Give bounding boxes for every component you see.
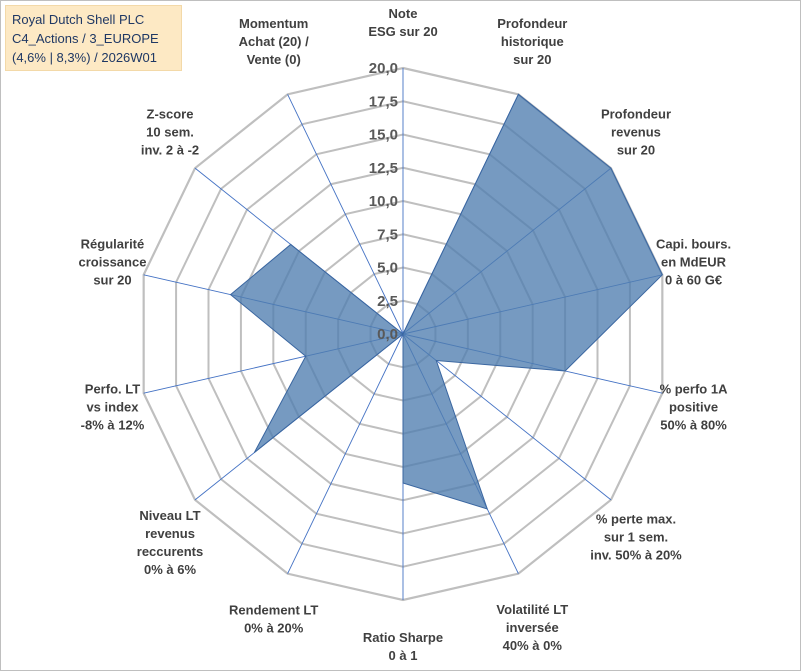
axis-label: % perfo 1A positive 50% à 80% xyxy=(660,381,729,432)
axis-label-line: en MdEUR xyxy=(661,255,727,270)
axis-label-line: 0% à 20% xyxy=(244,621,304,636)
axis-label: Perfo. LT vs index -8% à 12% xyxy=(81,381,145,432)
axis-label-line: sur 20 xyxy=(513,52,551,67)
axis-label-line: Z-score xyxy=(147,106,194,121)
radar-series xyxy=(229,93,663,510)
axis-label: Z-score 10 sem. inv. 2 à -2 xyxy=(141,106,199,157)
axis-label-line: ESG sur 20 xyxy=(368,24,437,39)
axis-spoke xyxy=(287,333,404,574)
axis-label: Rendement LT 0% à 20% xyxy=(229,603,318,636)
axis-label-line: revenus xyxy=(611,124,661,139)
axis-label-line: 10 sem. xyxy=(146,124,194,139)
title-company: Royal Dutch Shell PLC xyxy=(12,12,145,27)
tick-label: 2,5 xyxy=(377,293,398,310)
axis-label-line: inv. 50% à 20% xyxy=(590,548,682,563)
axis-label-line: Vente (0) xyxy=(247,52,301,67)
axis-label-line: Volatilité LT xyxy=(496,602,568,617)
axis-label: Profondeur historique sur 20 xyxy=(497,16,567,67)
tick-label: 7,5 xyxy=(377,226,398,243)
axis-label: Profondeur revenus sur 20 xyxy=(601,106,671,157)
axis-label-line: % perfo 1A xyxy=(660,381,729,396)
title-period: (4,6% | 8,3%) / 2026W01 xyxy=(12,50,158,65)
axis-spoke xyxy=(402,333,612,501)
axis-label-line: Profondeur xyxy=(497,16,567,31)
axis-label-line: croissance xyxy=(79,255,147,270)
axis-label-line: Capi. bours. xyxy=(656,237,731,252)
axis-label: Niveau LT revenus reccurents 0% à 6% xyxy=(137,508,203,577)
axis-label-line: Profondeur xyxy=(601,106,671,121)
axis-label-line: inv. 2 à -2 xyxy=(141,142,199,157)
axis-label-line: 50% à 80% xyxy=(660,417,727,432)
axis-label-line: sur 20 xyxy=(617,142,655,157)
axis-label-line: Achat (20) / xyxy=(239,34,309,49)
axis-label: Note ESG sur 20 xyxy=(368,6,437,39)
axis-label-line: inversée xyxy=(506,620,559,635)
axis-label-line: vs index xyxy=(86,399,139,414)
axis-label-line: 0% à 6% xyxy=(144,562,196,577)
axis-label-line: Régularité xyxy=(81,237,145,252)
axis-label-line: Niveau LT xyxy=(139,508,200,523)
axis-label: Capi. bours. en MdEUR 0 à 60 G€ xyxy=(656,237,731,288)
axis-label-line: historique xyxy=(501,34,564,49)
tick-label: 12,5 xyxy=(369,160,398,177)
axis-label-line: sur 1 sem. xyxy=(604,530,668,545)
tick-label: 15,0 xyxy=(369,127,398,144)
axis-label-line: Rendement LT xyxy=(229,603,318,618)
axis-label-line: 0 à 1 xyxy=(389,648,418,663)
axis-spoke xyxy=(287,94,404,335)
axis-label-line: Note xyxy=(389,6,418,21)
radar-tick-labels: 0,0 2,5 5,0 7,5 10,0 12,5 15,0 17,5 20,0 xyxy=(369,60,398,343)
tick-label: 0,0 xyxy=(377,326,398,343)
axis-label-line: Momentum xyxy=(239,16,308,31)
axis-label-line: Perfo. LT xyxy=(85,381,140,396)
tick-label: 20,0 xyxy=(369,60,398,77)
tick-label: 10,0 xyxy=(369,193,398,210)
axis-label: Régularité croissance sur 20 xyxy=(79,237,147,288)
axis-label: % perte max. sur 1 sem. inv. 50% à 20% xyxy=(590,512,682,563)
axis-label-line: -8% à 12% xyxy=(81,417,145,432)
tick-label: 17,5 xyxy=(369,93,398,110)
axis-label-line: 40% à 0% xyxy=(503,638,563,653)
axis-label-line: revenus xyxy=(145,526,195,541)
chart-title-box: Royal Dutch Shell PLC C4_Actions / 3_EUR… xyxy=(5,5,182,71)
radar-axis-labels: Note ESG sur 20 Profondeur historique sur 20… xyxy=(79,6,732,663)
series-area xyxy=(229,93,663,510)
axis-label-line: positive xyxy=(669,399,718,414)
axis-label: Momentum Achat (20) / Vente (0) xyxy=(239,16,309,67)
title-category: C4_Actions / 3_EUROPE xyxy=(12,31,159,46)
axis-label-line: sur 20 xyxy=(93,273,131,288)
axis-label: Volatilité LT inversée 40% à 0% xyxy=(496,602,568,653)
axis-label-line: 0 à 60 G€ xyxy=(665,273,722,288)
tick-label: 5,0 xyxy=(377,260,398,277)
axis-label-line: Ratio Sharpe xyxy=(363,630,443,645)
axis-label-line: reccurents xyxy=(137,544,203,559)
axis-label-line: % perte max. xyxy=(596,512,676,527)
axis-label: Ratio Sharpe 0 à 1 xyxy=(363,630,443,663)
